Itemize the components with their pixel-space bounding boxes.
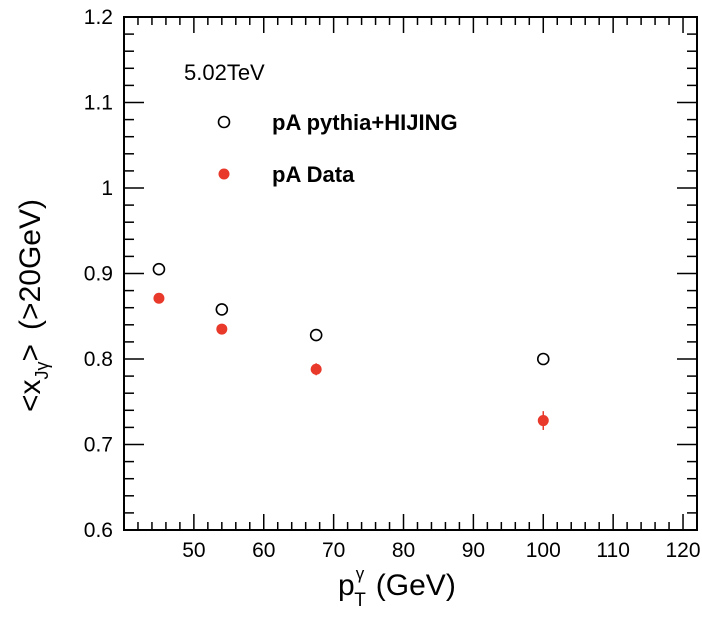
x-axis-title-base: p: [338, 569, 355, 602]
data-point-pythia: [536, 352, 550, 366]
legend: pA pythia+HIJING pA Data: [217, 110, 458, 187]
series-pa-data: [153, 292, 549, 430]
series-pythia-hijing: [152, 262, 550, 366]
y-axis-title-close: >: [14, 344, 47, 362]
y-axis-title-suffix: (>20GeV): [14, 199, 47, 330]
data-point-data: [216, 323, 228, 335]
x-axis-title: pγ T (GeV): [338, 564, 456, 611]
plot-frame: [123, 16, 698, 531]
x-axis-title-unit: (GeV): [376, 569, 456, 602]
legend-marker-data: [218, 168, 230, 180]
x-tick-label: 60: [252, 539, 275, 562]
data-point-pythia: [309, 328, 323, 342]
legend-marker-pythia: [217, 115, 231, 129]
y-axis-title-sub: Jγ: [32, 361, 52, 379]
legend-label-pythia: pA pythia+HIJING: [272, 110, 458, 135]
data-point-data: [537, 415, 549, 427]
x-axis-title-sup: γ: [356, 564, 365, 583]
y-axis-tick-labels: 0.6 0.7 0.8 0.9 1 1.1 1.2: [84, 6, 113, 542]
x-tick-label: 100: [526, 539, 561, 562]
x-tick-label: 80: [392, 539, 415, 562]
legend-label-data: pA Data: [272, 162, 355, 187]
x-tick-label: 70: [322, 539, 345, 562]
y-tick-label: 0.7: [84, 434, 113, 457]
x-axis-ticks: [137, 17, 698, 530]
energy-annotation: 5.02TeV: [184, 60, 265, 85]
data-point-pythia: [215, 303, 229, 316]
y-axis-title-open: <x: [14, 379, 47, 412]
x-axis-tick-labels: 50 60 70 80 90 100 110 120: [182, 539, 700, 562]
x-tick-label: 110: [596, 539, 629, 562]
x-tick-label: 120: [666, 539, 701, 562]
y-tick-label: 0.9: [84, 263, 113, 286]
y-tick-label: 1.1: [84, 92, 113, 115]
y-tick-label: 1.2: [84, 6, 113, 29]
y-tick-label: 0.6: [84, 519, 113, 542]
y-axis-ticks: [124, 33, 697, 514]
y-axis-title: <xJγ> (>20GeV): [14, 199, 52, 412]
data-point-data: [153, 292, 165, 304]
y-tick-label: 1: [101, 177, 113, 200]
x-tick-label: 50: [182, 539, 205, 562]
y-tick-label: 0.8: [84, 348, 113, 371]
data-point-data: [310, 363, 322, 375]
x-axis-title-sub: T: [354, 590, 366, 611]
data-point-pythia: [152, 262, 166, 276]
x-tick-label: 90: [462, 539, 485, 562]
